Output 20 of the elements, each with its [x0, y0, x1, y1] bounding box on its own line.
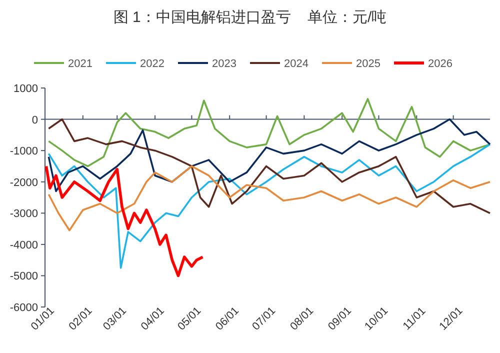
line-series	[48, 143, 491, 269]
line-series	[48, 98, 491, 168]
y-tick-label: -4000	[10, 239, 38, 252]
legend-label: 2022	[140, 58, 164, 70]
legend-label: 2021	[68, 58, 92, 70]
legend-label: 2024	[284, 58, 308, 70]
legend-label: 2023	[212, 58, 236, 70]
y-tick-label: -1000	[10, 146, 38, 158]
line-series	[44, 164, 204, 278]
legend-label: 2026	[428, 58, 452, 70]
legend-label: 2025	[356, 58, 380, 70]
line-series	[48, 165, 491, 232]
y-tick-label: 0	[32, 114, 38, 126]
y-tick-label: -2000	[10, 176, 38, 189]
y-tick-label: 1000	[14, 83, 38, 95]
chart-title: 图 1：中国电解铝进口盈亏 单位：元/吨	[113, 9, 387, 26]
y-tick-label: -3000	[10, 208, 38, 220]
y-tick-label: -5000	[10, 270, 38, 283]
line-series	[48, 118, 491, 192]
line-series	[48, 118, 491, 214]
